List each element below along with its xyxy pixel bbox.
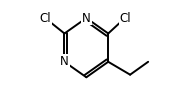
Text: N: N — [82, 12, 91, 25]
Text: N: N — [60, 55, 69, 68]
Text: Cl: Cl — [39, 12, 51, 25]
Text: Cl: Cl — [119, 12, 131, 25]
